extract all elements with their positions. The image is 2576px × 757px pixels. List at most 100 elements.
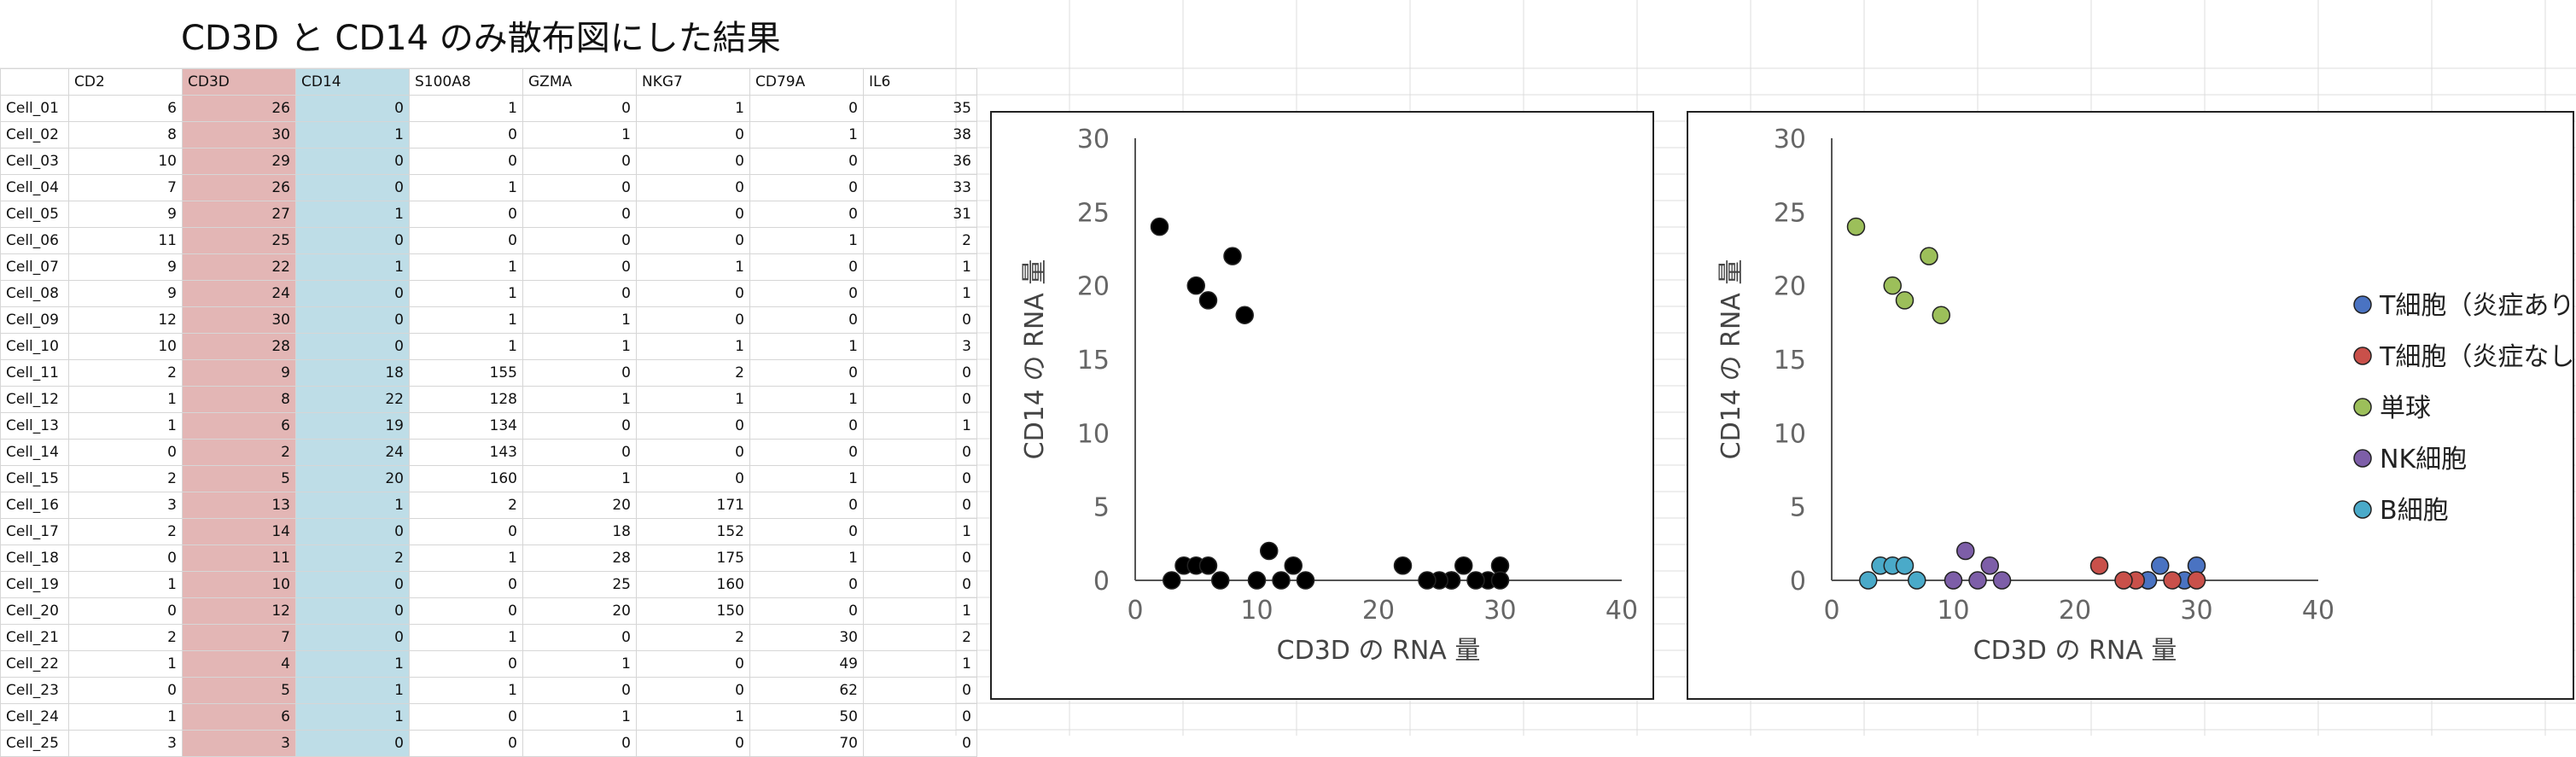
row-label-cell[interactable]: Cell_22 <box>0 650 69 678</box>
column-header[interactable]: CD3D <box>182 68 296 96</box>
data-cell[interactable]: 25 <box>182 227 296 254</box>
data-cell[interactable]: 0 <box>636 306 750 334</box>
data-cell[interactable]: 0 <box>636 121 750 148</box>
data-cell[interactable]: 0 <box>749 359 864 387</box>
data-cell[interactable]: 0 <box>295 333 410 360</box>
data-cell[interactable]: 0 <box>863 730 977 757</box>
data-cell[interactable]: 3 <box>863 333 977 360</box>
data-cell[interactable]: 1 <box>68 703 183 731</box>
data-cell[interactable]: 10 <box>68 333 183 360</box>
row-label-cell[interactable]: Cell_07 <box>0 253 69 281</box>
data-cell[interactable]: 1 <box>68 571 183 598</box>
data-cell[interactable]: 0 <box>522 148 637 175</box>
data-cell[interactable]: 1 <box>409 95 523 122</box>
data-cell[interactable]: 0 <box>636 280 750 307</box>
data-cell[interactable]: 175 <box>636 544 750 572</box>
data-cell[interactable]: 0 <box>409 518 523 545</box>
data-cell[interactable]: 29 <box>182 148 296 175</box>
data-cell[interactable]: 26 <box>182 95 296 122</box>
row-label-cell[interactable]: Cell_10 <box>0 333 69 360</box>
row-label-cell[interactable]: Cell_20 <box>0 597 69 625</box>
data-cell[interactable]: 0 <box>409 201 523 228</box>
row-label-cell[interactable]: Cell_02 <box>0 121 69 148</box>
data-cell[interactable]: 0 <box>522 624 637 651</box>
data-cell[interactable]: 0 <box>295 597 410 625</box>
data-cell[interactable]: 30 <box>182 306 296 334</box>
data-cell[interactable]: 0 <box>409 227 523 254</box>
data-cell[interactable]: 0 <box>863 306 977 334</box>
data-cell[interactable]: 0 <box>749 174 864 201</box>
data-cell[interactable]: 49 <box>749 650 864 678</box>
data-cell[interactable]: 1 <box>522 306 637 334</box>
data-cell[interactable]: 10 <box>68 148 183 175</box>
data-cell[interactable]: 9 <box>182 359 296 387</box>
data-cell[interactable]: 0 <box>749 280 864 307</box>
data-cell[interactable]: 171 <box>636 492 750 519</box>
data-cell[interactable]: 0 <box>68 597 183 625</box>
data-cell[interactable]: 0 <box>68 677 183 704</box>
data-cell[interactable]: 0 <box>863 677 977 704</box>
data-cell[interactable]: 2 <box>863 624 977 651</box>
column-header[interactable]: NKG7 <box>636 68 750 96</box>
data-cell[interactable]: 1 <box>409 253 523 281</box>
data-cell[interactable]: 155 <box>409 359 523 387</box>
data-cell[interactable]: 1 <box>409 306 523 334</box>
data-cell[interactable]: 1 <box>68 412 183 440</box>
row-label-cell[interactable]: Cell_16 <box>0 492 69 519</box>
data-cell[interactable]: 0 <box>749 148 864 175</box>
data-cell[interactable]: 0 <box>636 650 750 678</box>
data-cell[interactable]: 0 <box>749 412 864 440</box>
data-cell[interactable]: 6 <box>68 95 183 122</box>
data-cell[interactable]: 0 <box>749 439 864 466</box>
data-cell[interactable]: 11 <box>68 227 183 254</box>
data-cell[interactable]: 0 <box>863 465 977 492</box>
data-cell[interactable]: 0 <box>863 571 977 598</box>
data-cell[interactable]: 0 <box>295 730 410 757</box>
data-cell[interactable]: 13 <box>182 492 296 519</box>
data-cell[interactable]: 0 <box>863 703 977 731</box>
data-cell[interactable]: 0 <box>295 174 410 201</box>
data-cell[interactable]: 1 <box>749 227 864 254</box>
data-cell[interactable]: 2 <box>68 624 183 651</box>
data-cell[interactable]: 1 <box>409 624 523 651</box>
data-cell[interactable]: 0 <box>749 201 864 228</box>
data-cell[interactable]: 30 <box>749 624 864 651</box>
data-cell[interactable]: 0 <box>636 677 750 704</box>
data-cell[interactable]: 0 <box>409 730 523 757</box>
data-cell[interactable]: 20 <box>295 465 410 492</box>
data-cell[interactable]: 1 <box>522 703 637 731</box>
data-cell[interactable]: 20 <box>522 597 637 625</box>
column-header[interactable]: CD14 <box>295 68 410 96</box>
data-cell[interactable]: 0 <box>295 148 410 175</box>
data-cell[interactable]: 152 <box>636 518 750 545</box>
data-cell[interactable]: 0 <box>749 518 864 545</box>
column-header[interactable]: CD2 <box>68 68 183 96</box>
data-cell[interactable]: 0 <box>749 95 864 122</box>
data-cell[interactable]: 2 <box>182 439 296 466</box>
data-cell[interactable]: 25 <box>522 571 637 598</box>
column-header[interactable]: CD79A <box>749 68 864 96</box>
row-label-cell[interactable]: Cell_24 <box>0 703 69 731</box>
data-cell[interactable]: 143 <box>409 439 523 466</box>
data-cell[interactable]: 1 <box>863 412 977 440</box>
row-label-cell[interactable]: Cell_01 <box>0 95 69 122</box>
data-cell[interactable]: 6 <box>182 703 296 731</box>
data-cell[interactable]: 0 <box>863 492 977 519</box>
row-label-cell[interactable]: Cell_17 <box>0 518 69 545</box>
data-cell[interactable]: 2 <box>68 465 183 492</box>
data-cell[interactable]: 12 <box>182 597 296 625</box>
data-cell[interactable]: 0 <box>522 412 637 440</box>
data-cell[interactable]: 0 <box>68 439 183 466</box>
data-cell[interactable]: 0 <box>636 227 750 254</box>
data-cell[interactable]: 10 <box>182 571 296 598</box>
data-cell[interactable]: 0 <box>522 227 637 254</box>
column-header[interactable]: IL6 <box>863 68 977 96</box>
data-cell[interactable]: 0 <box>863 439 977 466</box>
data-cell[interactable]: 0 <box>409 650 523 678</box>
data-cell[interactable]: 36 <box>863 148 977 175</box>
data-cell[interactable]: 1 <box>295 121 410 148</box>
data-cell[interactable]: 2 <box>636 359 750 387</box>
data-cell[interactable]: 9 <box>68 253 183 281</box>
data-cell[interactable]: 24 <box>182 280 296 307</box>
row-label-cell[interactable]: Cell_05 <box>0 201 69 228</box>
